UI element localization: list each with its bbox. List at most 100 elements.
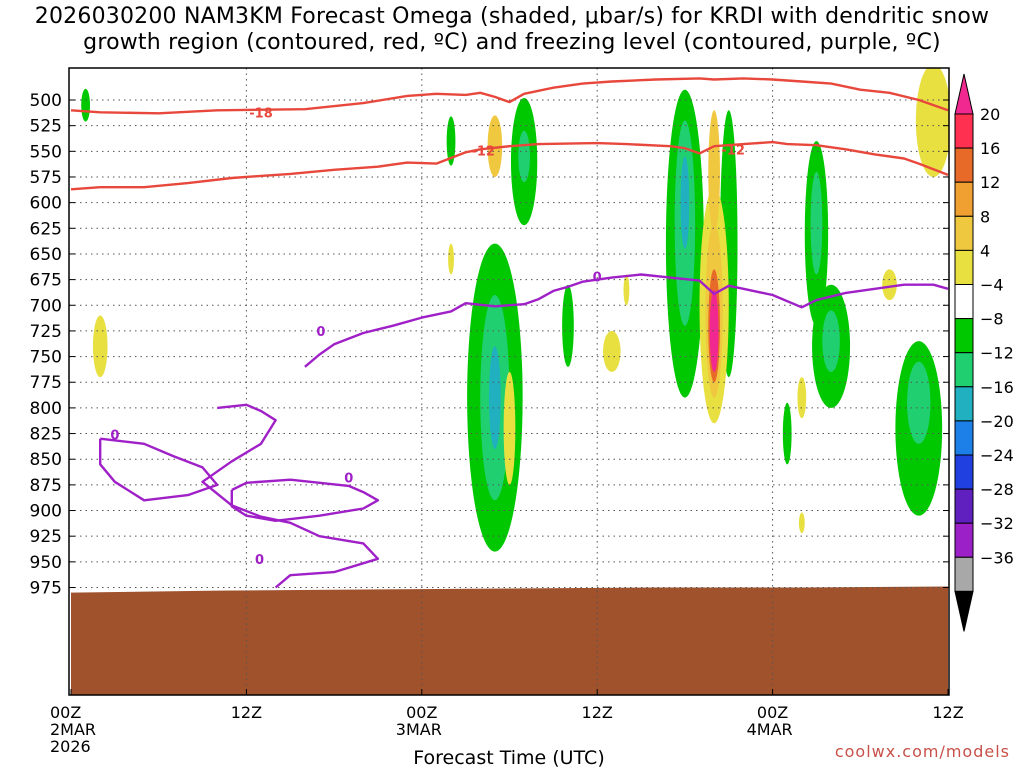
omega-shade-23 bbox=[810, 171, 823, 275]
colorbar-swatch-7 bbox=[954, 352, 974, 388]
x-tick-label-3-0: 12Z bbox=[582, 703, 613, 722]
y-tick-label-725: 725 bbox=[30, 322, 62, 342]
omega-shade-26 bbox=[782, 402, 792, 465]
colorbar-label-7: −12 bbox=[980, 344, 1014, 363]
plot-frame bbox=[68, 67, 950, 696]
colorbar-label-2: 12 bbox=[980, 173, 1000, 192]
x-tick-label-2-1: 3MAR bbox=[396, 720, 442, 739]
x-tick-label-2-0: 00Z bbox=[406, 703, 437, 722]
colorbar-label-6: −8 bbox=[980, 310, 1004, 329]
colorbar-swatch-11 bbox=[954, 488, 974, 524]
colorbar-label-9: −20 bbox=[980, 412, 1014, 431]
y-tick-label-825: 825 bbox=[30, 425, 62, 445]
x-tick-label-0-1: 2MAR bbox=[50, 720, 96, 739]
colorbar-swatch-2 bbox=[954, 181, 974, 217]
omega-shade-30 bbox=[907, 361, 931, 444]
colorbar-swatch-9 bbox=[954, 420, 974, 456]
x-tick-label-4-0: 00Z bbox=[757, 703, 788, 722]
chart-title: 2026030200 NAM3KM Forecast Omega (shaded… bbox=[0, 4, 1024, 56]
omega-shade-31 bbox=[915, 68, 949, 177]
purple-contour-label-3: 0 bbox=[255, 553, 264, 568]
purple-contour-label-4: 0 bbox=[593, 271, 602, 286]
y-tick-label-775: 775 bbox=[30, 373, 62, 393]
omega-shade-27 bbox=[797, 377, 807, 419]
y-tick-label-975: 975 bbox=[30, 579, 62, 599]
y-tick-label-900: 900 bbox=[30, 502, 62, 522]
omega-shade-20 bbox=[709, 289, 719, 372]
colorbar-swatch-6 bbox=[954, 318, 974, 354]
contour-line-2 bbox=[304, 273, 949, 368]
colorbar-swatch-4 bbox=[954, 249, 974, 285]
omega-shade-25 bbox=[822, 310, 840, 372]
colorbar-label-5: −4 bbox=[980, 276, 1004, 295]
chart-title-line2: growth region (contoured, red, ºC) and f… bbox=[83, 30, 941, 55]
x-tick-label-1-0: 12Z bbox=[231, 703, 262, 722]
y-tick-label-500: 500 bbox=[30, 91, 62, 111]
omega-shade-15 bbox=[680, 156, 690, 249]
omega-shade-8 bbox=[562, 284, 574, 367]
contour-line-0 bbox=[70, 77, 949, 115]
purple-contour-label-2: 0 bbox=[344, 472, 353, 487]
purple-contour-label-0: 0 bbox=[316, 325, 325, 340]
omega-shade-11 bbox=[92, 315, 108, 378]
colorbar-swatch-0 bbox=[954, 113, 974, 149]
omega-shade-4 bbox=[487, 115, 503, 177]
colorbar-label-1: 16 bbox=[980, 139, 1000, 158]
colorbar-swatch-5 bbox=[954, 284, 974, 320]
y-tick-label-800: 800 bbox=[30, 399, 62, 419]
y-tick-label-525: 525 bbox=[30, 117, 62, 137]
y-tick-label-925: 925 bbox=[30, 527, 62, 547]
ground-surface bbox=[71, 586, 949, 695]
y-tick-label-700: 700 bbox=[30, 296, 62, 316]
y-tick-label-575: 575 bbox=[30, 168, 62, 188]
colorbar-swatch-10 bbox=[954, 454, 974, 490]
red-contour-label-1: -12 bbox=[471, 144, 495, 159]
y-tick-label-625: 625 bbox=[30, 219, 62, 239]
y-tick-label-750: 750 bbox=[30, 348, 62, 368]
y-tick-label-550: 550 bbox=[30, 142, 62, 162]
purple-contour-label-1: 0 bbox=[110, 429, 119, 444]
omega-shade-1 bbox=[446, 116, 456, 166]
colorbar-label-3: 8 bbox=[980, 207, 990, 226]
omega-shade-12 bbox=[448, 243, 454, 275]
chart-title-line1: 2026030200 NAM3KM Forecast Omega (shaded… bbox=[34, 4, 990, 29]
colorbar-label-10: −24 bbox=[980, 446, 1014, 465]
colorbar-label-11: −28 bbox=[980, 480, 1014, 499]
omega-shade-28 bbox=[798, 512, 805, 534]
omega-shade-7 bbox=[489, 346, 501, 449]
x-tick-label-5-0: 12Z bbox=[932, 703, 963, 722]
colorbar-label-8: −16 bbox=[980, 378, 1014, 397]
red-contour-label-2: -12 bbox=[721, 143, 745, 158]
omega-shade-32 bbox=[882, 269, 897, 301]
colorbar-swatch-12 bbox=[954, 522, 974, 558]
colorbar-top-arrow bbox=[954, 73, 974, 115]
omega-shade-9 bbox=[503, 371, 516, 485]
credit-text: coolwx.com/models bbox=[834, 742, 1010, 761]
contour-line-5 bbox=[230, 478, 380, 522]
x-tick-label-0-2: 2026 bbox=[50, 737, 91, 756]
contour-line-1 bbox=[70, 140, 949, 191]
colorbar-swatch-8 bbox=[954, 386, 974, 422]
y-tick-label-650: 650 bbox=[30, 245, 62, 265]
contour-line-3 bbox=[99, 437, 219, 502]
colorbar-swatch-3 bbox=[954, 215, 974, 251]
omega-shade-0 bbox=[81, 88, 91, 122]
y-tick-label-875: 875 bbox=[30, 476, 62, 496]
colorbar-bottom-arrow bbox=[954, 590, 974, 632]
x-tick-label-4-1: 4MAR bbox=[747, 720, 793, 739]
omega-shade-3 bbox=[518, 130, 530, 183]
omega-shade-10 bbox=[603, 330, 621, 372]
colorbar-label-0: 20 bbox=[980, 105, 1000, 124]
omega-shade-33 bbox=[623, 274, 630, 306]
x-axis-title: Forecast Time (UTC) bbox=[413, 747, 604, 768]
y-tick-label-950: 950 bbox=[30, 553, 62, 573]
y-tick-label-850: 850 bbox=[30, 450, 62, 470]
colorbar-label-12: −32 bbox=[980, 514, 1014, 533]
contour-line-4 bbox=[201, 403, 380, 589]
colorbar-label-13: −36 bbox=[980, 548, 1014, 567]
y-tick-label-675: 675 bbox=[30, 271, 62, 291]
colorbar-swatch-1 bbox=[954, 147, 974, 183]
colorbar-swatch-13 bbox=[954, 556, 974, 592]
y-tick-label-600: 600 bbox=[30, 194, 62, 214]
